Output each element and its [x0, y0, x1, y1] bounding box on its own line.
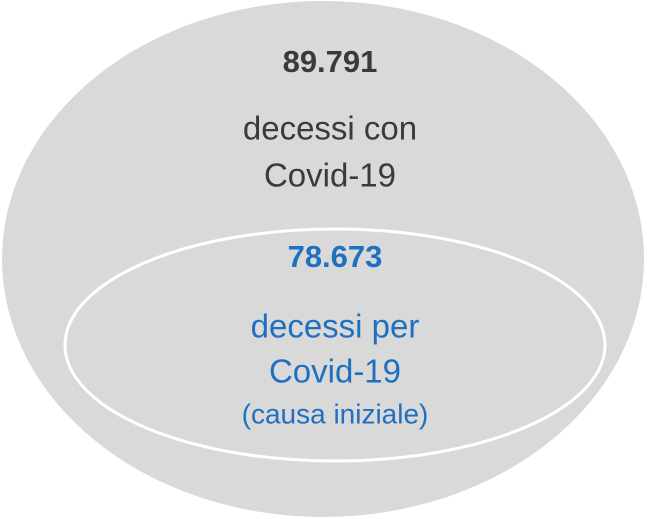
inner-value: 78.673 [288, 239, 383, 274]
inner-ellipse [63, 227, 607, 463]
outer-label-line: decessi con [243, 110, 417, 147]
inner-label-line: decessi per [251, 308, 420, 345]
outer-label-line: Covid-19 [264, 157, 396, 194]
inner-label-line: Covid-19 [269, 353, 401, 390]
outer-value: 89.791 [283, 44, 378, 79]
inner-label-note: (causa iniziale) [242, 398, 429, 429]
